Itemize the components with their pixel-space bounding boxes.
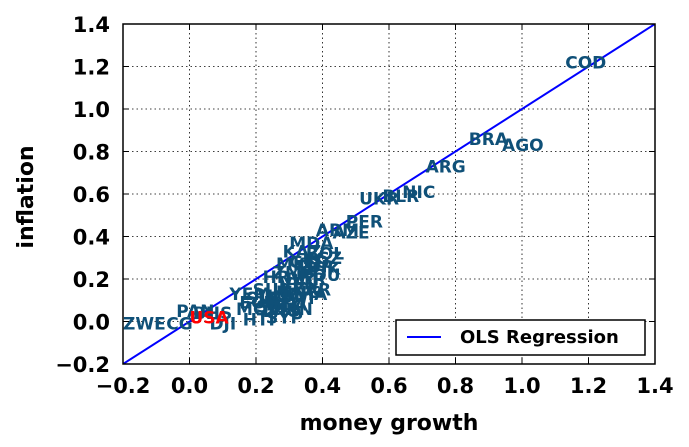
y-tick-label: 0.0 bbox=[73, 311, 110, 335]
point-label: SYP bbox=[266, 308, 303, 328]
x-tick-label: −0.2 bbox=[96, 374, 151, 398]
point-label: KGZ bbox=[303, 249, 342, 269]
point-label: LAO bbox=[263, 302, 301, 322]
point-label: PER bbox=[346, 213, 383, 233]
point-label: SUR bbox=[253, 281, 292, 301]
y-tick-label: 1.2 bbox=[73, 56, 110, 80]
point-label: SLE bbox=[246, 289, 281, 309]
point-label: ARG bbox=[426, 157, 466, 177]
point-label: COD bbox=[565, 53, 606, 73]
point-label: CG bbox=[166, 315, 192, 335]
point-label: ZAR bbox=[293, 281, 332, 301]
point-label: BRA bbox=[469, 130, 509, 150]
point-label: IRN bbox=[279, 300, 313, 320]
y-tick-label: −0.2 bbox=[55, 353, 110, 377]
point-label: TJK bbox=[309, 259, 341, 279]
point-label: MKD bbox=[276, 255, 320, 275]
point-label: MNG bbox=[276, 283, 321, 303]
legend: OLS Regression bbox=[395, 319, 646, 356]
point-label: NGA bbox=[266, 296, 308, 316]
point-label: MDA bbox=[289, 234, 334, 254]
x-tick-label: 0.2 bbox=[237, 374, 274, 398]
point-label: ZMB bbox=[273, 264, 315, 284]
x-tick-label: 0.8 bbox=[437, 374, 474, 398]
point-label: TUR bbox=[296, 257, 335, 277]
point-label: MOZ bbox=[236, 300, 280, 320]
x-tick-label: 0.6 bbox=[370, 374, 407, 398]
point-label: DJI bbox=[209, 315, 236, 335]
x-tick-label: 0.4 bbox=[304, 374, 341, 398]
y-tick-label: 1.0 bbox=[73, 98, 110, 122]
point-label: BOL bbox=[306, 245, 344, 265]
point-label: BLR bbox=[382, 187, 419, 207]
point-label: AGO bbox=[502, 136, 544, 156]
point-label-highlight: USA bbox=[190, 308, 230, 328]
y-tick-labels: −0.2 0.0 0.2 0.4 0.6 0.8 1.0 1.2 1.4 bbox=[55, 13, 110, 377]
y-tick-label: 0.6 bbox=[73, 183, 110, 207]
y-tick-label: 0.2 bbox=[73, 268, 110, 292]
point-label: ARM bbox=[316, 221, 359, 241]
point-label: MWI bbox=[273, 289, 315, 309]
y-tick-label: 1.4 bbox=[73, 13, 110, 37]
point-label: GEO bbox=[289, 253, 329, 273]
point-label: UKR bbox=[359, 189, 399, 209]
y-axis-title: inflation bbox=[14, 145, 39, 248]
axis-ticks bbox=[122, 23, 656, 365]
y-tick-label: 0.4 bbox=[73, 226, 110, 250]
point-label: BHS bbox=[193, 304, 232, 324]
point-label: VEN bbox=[279, 274, 318, 294]
x-tick-label: 1.4 bbox=[636, 374, 673, 398]
x-tick-label: 1.0 bbox=[503, 374, 540, 398]
x-tick-label: 1.2 bbox=[570, 374, 607, 398]
point-label: HRV bbox=[263, 268, 304, 288]
point-label: HTI bbox=[243, 310, 275, 330]
point-label: KAZ bbox=[283, 242, 322, 262]
y-tick-label: 0.8 bbox=[73, 141, 110, 165]
point-label: SDN bbox=[256, 298, 297, 318]
regression-layer bbox=[123, 24, 655, 364]
point-label: ROU bbox=[299, 266, 340, 286]
ols-regression-line bbox=[123, 24, 655, 364]
point-label: NIC bbox=[402, 183, 435, 203]
point-label: AZE bbox=[332, 223, 369, 243]
x-tick-labels: −0.2 0.0 0.2 0.4 0.6 0.8 1.0 1.2 1.4 bbox=[96, 374, 674, 398]
x-tick-label: 0.0 bbox=[171, 374, 208, 398]
point-label: BGR bbox=[286, 270, 326, 290]
point-label: YEM bbox=[228, 285, 270, 305]
point-label: ZWE bbox=[123, 315, 166, 335]
legend-entry-ols: OLS Regression bbox=[460, 327, 619, 348]
point-label: GHA bbox=[286, 285, 328, 305]
x-axis-title: money growth bbox=[300, 411, 479, 436]
point-label: UGA bbox=[259, 287, 301, 307]
point-label: ECU bbox=[239, 293, 277, 313]
point-label: PAN bbox=[176, 302, 214, 322]
